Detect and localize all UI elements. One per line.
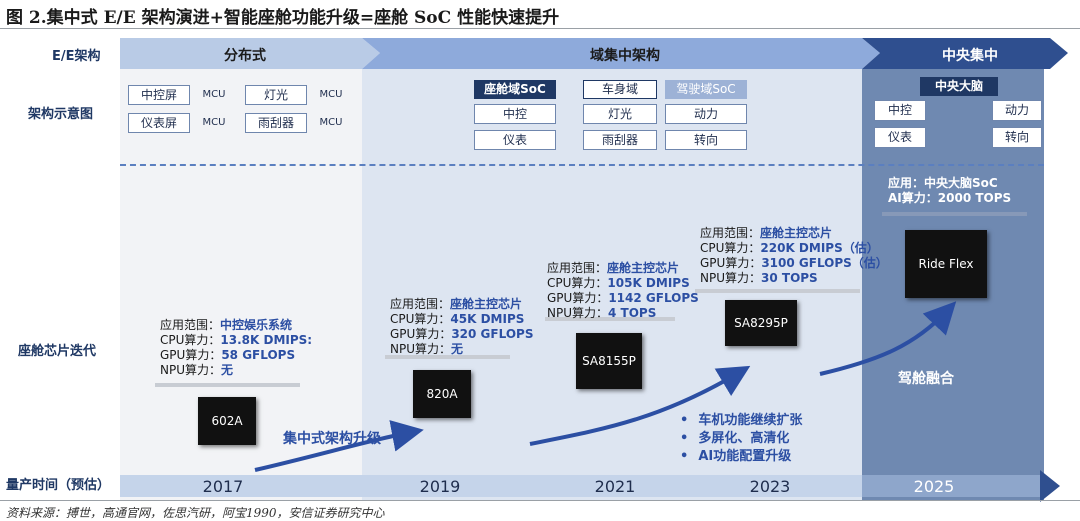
domain-item: 雨刮器 — [583, 130, 657, 150]
year-label: 2017 — [202, 477, 244, 496]
timeline-bar-central — [862, 475, 1042, 497]
domain-item: 转向 — [665, 130, 747, 150]
phase-distributed-label: 分布式 — [224, 48, 266, 64]
chip-602a: 602A — [198, 397, 256, 445]
annotation-fusion: 驾舱融合 — [898, 371, 954, 387]
row-label-chip: 座舱芯片迭代 — [18, 344, 97, 359]
title-divider — [0, 28, 1080, 29]
source-note: 资料来源：搏世，高通官网，佐思汽研，阿宝1990，安信证券研究中心 — [6, 506, 385, 520]
central-item: 仪表 — [874, 127, 926, 148]
figure-title: 图 2.集中式 E/E 架构演进+智能座舱功能升级=座舱 SoC 性能快速提升 — [6, 8, 560, 28]
arrow-upgrade — [254, 420, 424, 472]
chip-spec-ride-flex: 应用：中央大脑SoC AI算力：2000 TOPS — [888, 176, 1012, 205]
domain-header-adas: 驾驶域SoC — [665, 80, 747, 99]
year-label: 2025 — [913, 477, 955, 496]
chip-sa8295p: SA8295P — [725, 300, 797, 346]
domain-header-cockpit: 座舱域SoC — [474, 80, 556, 99]
year-label: 2019 — [419, 477, 461, 496]
mcu-label: MCU — [202, 89, 226, 100]
domain-item: 仪表 — [474, 130, 556, 150]
year-label: 2021 — [594, 477, 636, 496]
ecu-box: 灯光 — [245, 85, 307, 105]
chevron-central — [862, 38, 1068, 69]
chip-820a: 820A — [413, 370, 471, 418]
chevron-distributed — [120, 38, 380, 69]
mcu-label: MCU — [319, 89, 343, 100]
ecu-box: 雨刮器 — [245, 113, 307, 133]
chip-ride-flex: Ride Flex — [905, 230, 987, 298]
phase-domain-label: 域集中架构 — [590, 48, 660, 64]
chip-spec-602a: 应用范围：中控娱乐系统 CPU算力：13.8K DMIPS: GPU算力：58 … — [160, 318, 313, 377]
timeline-bar — [120, 475, 1042, 497]
section-divider — [120, 164, 1044, 166]
domain-item: 动力 — [665, 104, 747, 124]
ecu-box: 仪表屏 — [128, 113, 190, 133]
central-item: 动力 — [992, 100, 1042, 121]
spec-plate — [882, 212, 1027, 216]
central-item: 转向 — [992, 127, 1042, 148]
footer-divider — [0, 500, 1080, 501]
spec-plate — [545, 317, 675, 321]
chip-spec-820a: 应用范围：座舱主控芯片 CPU算力：45K DMIPS GPU算力：320 GF… — [390, 297, 534, 356]
central-brain-box: 中央大脑 — [920, 77, 998, 96]
phase-central-label: 中央集中 — [942, 48, 998, 64]
arrow-growth — [529, 365, 751, 446]
domain-item: 中控 — [474, 104, 556, 124]
bullet-item: • AI功能配置升级 — [680, 449, 792, 464]
timeline-arrowhead — [1040, 470, 1060, 502]
mcu-label: MCU — [202, 117, 226, 128]
bullet-item: • 车机功能继续扩张 — [680, 413, 803, 428]
row-label-ee: E/E架构 — [52, 49, 101, 64]
annotation-centralized-upgrade: 集中式架构升级 — [283, 431, 381, 447]
mcu-label: MCU — [319, 117, 343, 128]
chip-spec-sa8155p: 应用范围：座舱主控芯片 CPU算力：105K DMIPS GPU算力：1142 … — [547, 261, 699, 320]
chip-sa8155p: SA8155P — [576, 333, 642, 389]
arrow-fusion — [819, 301, 957, 376]
row-label-diagram: 架构示意图 — [28, 107, 94, 122]
bullet-item: • 多屏化、高清化 — [680, 431, 790, 446]
spec-plate — [155, 383, 300, 387]
spec-plate — [385, 355, 510, 359]
central-item: 中控 — [874, 100, 926, 121]
chip-spec-sa8295p: 应用范围：座舱主控芯片 CPU算力：220K DMIPS（估） GPU算力：31… — [700, 226, 888, 285]
ecu-box: 中控屏 — [128, 85, 190, 105]
domain-header-body: 车身域 — [583, 80, 657, 99]
spec-plate — [695, 289, 860, 293]
year-label: 2023 — [749, 477, 791, 496]
domain-item: 灯光 — [583, 104, 657, 124]
row-label-time: 量产时间（预估） — [6, 478, 111, 493]
chevron-domain — [362, 38, 880, 69]
